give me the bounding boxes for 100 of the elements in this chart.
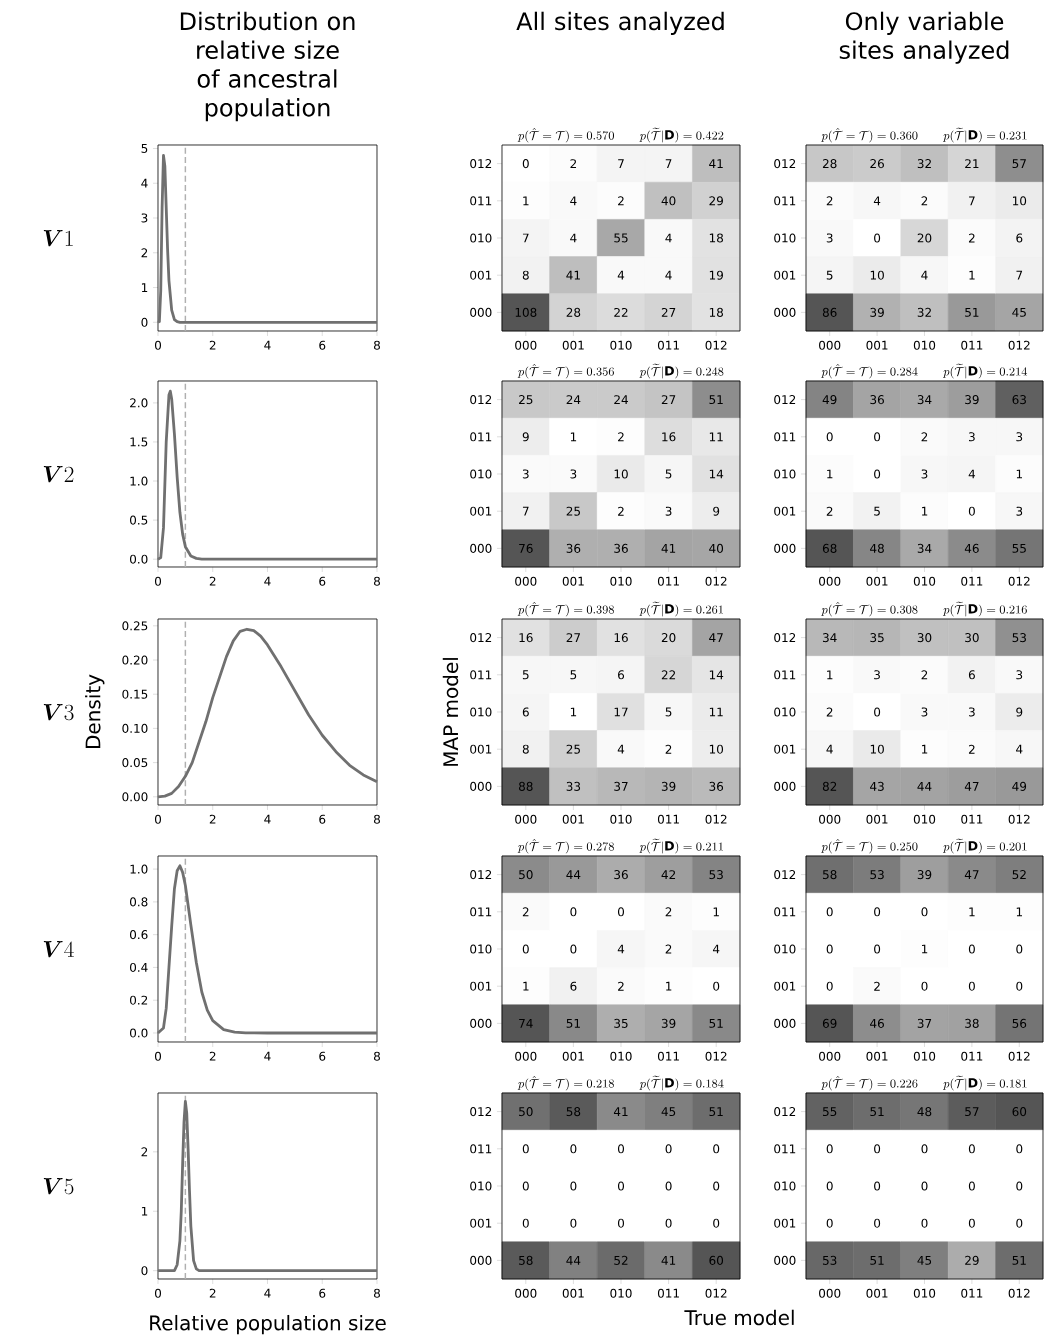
data-label: 27 bbox=[661, 395, 676, 405]
data-label: 4 bbox=[665, 233, 672, 243]
y-tick-label: 010 bbox=[774, 233, 796, 243]
data-label: 4 bbox=[712, 944, 720, 954]
data-label: 0 bbox=[921, 1181, 928, 1191]
data-label: 3 bbox=[826, 233, 833, 243]
data-label: 16 bbox=[662, 432, 676, 442]
data-label: 21 bbox=[965, 159, 979, 169]
data-label: 0 bbox=[826, 907, 833, 917]
y-tick-label: 011 bbox=[470, 1144, 492, 1154]
data-label: 0 bbox=[826, 432, 833, 442]
data-label: 0 bbox=[874, 1218, 881, 1228]
x-tick-label: 4 bbox=[264, 576, 271, 586]
data-label: 41 bbox=[661, 544, 676, 553]
data-label: 3 bbox=[1016, 506, 1023, 516]
y-tick-label: 0.15 bbox=[122, 689, 148, 699]
x-tick-label: 8 bbox=[373, 576, 380, 586]
data-label: 1 bbox=[1016, 469, 1023, 479]
data-label: 2 bbox=[921, 432, 928, 442]
data-label: 0 bbox=[570, 1218, 577, 1228]
data-label: 58 bbox=[519, 1255, 533, 1265]
y-tick-label: 001 bbox=[774, 981, 796, 991]
x-tick-label: 012 bbox=[1008, 814, 1030, 824]
chart-subtitle: $p(\hat{\mathcal{T}} = \mathcal{T}) = 0.226 \qquad p(\widetilde{\mathcal{T}}|\mathbf{D}) = 0.181$ bbox=[821, 1075, 1027, 1091]
y-tick-label: 1 bbox=[141, 1206, 148, 1216]
chart-title: Only variable sites analyzed bbox=[839, 11, 1009, 64]
data-label: 34 bbox=[917, 543, 932, 553]
data-label: 9 bbox=[1016, 707, 1023, 717]
data-label: 10 bbox=[1012, 196, 1027, 206]
data-label: 7 bbox=[665, 159, 672, 168]
data-label: 2 bbox=[826, 707, 833, 717]
data-label: 0 bbox=[522, 1218, 529, 1228]
data-label: 2 bbox=[618, 432, 624, 442]
chart-subtitle: $p(\hat{\mathcal{T}} = \mathcal{T}) = 0.398 \qquad p(\widetilde{\mathcal{T}}|\mathbf{D}) = 0.261$ bbox=[517, 601, 723, 617]
data-label: 0 bbox=[874, 907, 881, 917]
x-tick-label: 012 bbox=[705, 1051, 727, 1061]
y-tick-label: 001 bbox=[470, 270, 492, 280]
data-label: 88 bbox=[518, 781, 533, 791]
data-label: 6 bbox=[570, 981, 577, 991]
y-tick-label: 0.05 bbox=[122, 758, 148, 768]
data-label: 4 bbox=[665, 270, 672, 280]
data-label: 3 bbox=[570, 469, 577, 479]
y-tick-label: 011 bbox=[774, 670, 796, 680]
y-tick-label: 000 bbox=[470, 1018, 492, 1028]
data-label: 51 bbox=[870, 1255, 884, 1265]
data-label: 0 bbox=[713, 981, 720, 991]
data-label: 3 bbox=[665, 506, 672, 516]
data-label: 39 bbox=[661, 781, 676, 791]
y-tick-label: 000 bbox=[470, 307, 492, 317]
x-tick-label: 000 bbox=[515, 814, 537, 824]
y-tick-label: 012 bbox=[774, 395, 796, 405]
data-label: 5 bbox=[665, 469, 672, 479]
data-label: 0 bbox=[617, 907, 625, 917]
data-label: 0 bbox=[713, 1181, 720, 1191]
data-label: 69 bbox=[822, 1018, 837, 1028]
y-tick-label: 3 bbox=[141, 213, 148, 223]
data-label: 4 bbox=[968, 469, 976, 479]
data-label: 11 bbox=[709, 707, 723, 717]
y-tick-label: 001 bbox=[774, 270, 796, 280]
data-label: 55 bbox=[614, 233, 628, 243]
x-tick-label: 010 bbox=[610, 340, 632, 350]
data-label: 41 bbox=[661, 1256, 676, 1265]
data-label: 0 bbox=[1016, 1218, 1023, 1228]
y-tick-label: 010 bbox=[774, 707, 796, 717]
y-tick-label: 1.0 bbox=[130, 864, 148, 874]
data-label: 11 bbox=[709, 432, 723, 442]
x-tick-label: 010 bbox=[913, 814, 936, 824]
y-tick-label: 0.20 bbox=[122, 655, 148, 665]
x-tick-label: 010 bbox=[913, 1051, 936, 1061]
data-label: 51 bbox=[709, 1018, 723, 1028]
x-tick-label: 010 bbox=[610, 1288, 632, 1298]
y-tick-label: 0.6 bbox=[130, 930, 148, 940]
data-label: 37 bbox=[614, 781, 628, 791]
y-tick-label: 010 bbox=[470, 944, 492, 954]
x-tick-label: 001 bbox=[866, 1288, 888, 1298]
data-label: 0 bbox=[826, 1218, 833, 1228]
y-tick-label: 012 bbox=[470, 1107, 492, 1117]
data-label: 37 bbox=[917, 1018, 932, 1028]
data-label: 0 bbox=[826, 981, 833, 991]
data-label: 30 bbox=[965, 633, 979, 643]
data-label: 3 bbox=[969, 707, 975, 717]
y-tick-label: 010 bbox=[774, 944, 796, 954]
data-label: 0 bbox=[570, 944, 577, 954]
y-tick-label: 0.0 bbox=[130, 1028, 148, 1038]
x-tick-label: 010 bbox=[913, 1288, 936, 1298]
data-label: 41 bbox=[566, 270, 580, 280]
data-label: 0 bbox=[968, 1181, 975, 1191]
data-label: 2 bbox=[665, 744, 672, 754]
data-label: 45 bbox=[917, 1255, 932, 1265]
data-label: 0 bbox=[522, 1181, 529, 1191]
x-tick-label: 011 bbox=[657, 814, 679, 824]
data-label: 68 bbox=[822, 543, 837, 553]
data-label: 6 bbox=[1016, 233, 1023, 243]
y-tick-label: 011 bbox=[774, 1144, 796, 1154]
x-tick-label: 6 bbox=[319, 814, 326, 824]
data-label: 3 bbox=[1016, 432, 1023, 442]
data-label: 0 bbox=[713, 1218, 720, 1228]
data-label: 0 bbox=[617, 1218, 625, 1228]
data-label: 39 bbox=[870, 307, 884, 317]
x-axis-title: Relative population size bbox=[150, 1314, 386, 1335]
